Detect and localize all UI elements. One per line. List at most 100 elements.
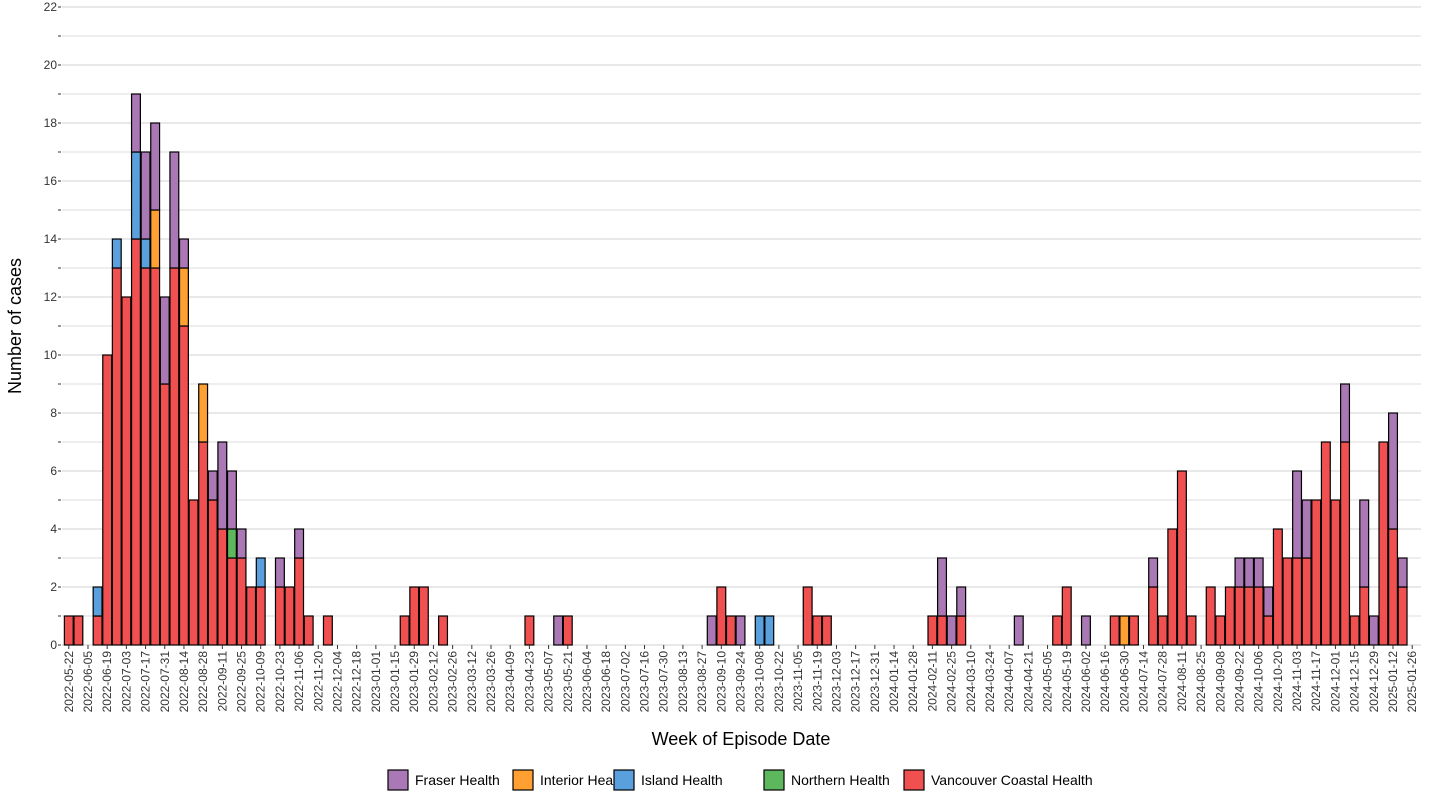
y-tick-label: 8 — [50, 406, 57, 420]
bar-segment-fraser-health — [178, 238, 189, 269]
bar-segment-fraser-health — [735, 615, 746, 646]
x-tick-label: 2023-07-16 — [638, 651, 652, 713]
bar-segment-vancouver-coastal-health — [207, 499, 218, 646]
x-tick-label: 2022-06-05 — [81, 651, 95, 713]
bar-segment-vancouver-coastal-health — [150, 267, 161, 646]
legend-label: Island Health — [641, 772, 723, 788]
bar-segment-vancouver-coastal-health — [1301, 557, 1312, 646]
x-tick-label: 2024-10-20 — [1271, 651, 1285, 713]
x-tick-label: 2023-06-04 — [580, 651, 594, 713]
y-tick-label: 10 — [44, 348, 58, 362]
bar-segment-vancouver-coastal-health — [812, 615, 823, 646]
x-tick-label: 2024-07-28 — [1156, 651, 1170, 713]
bar-segment-vancouver-coastal-health — [418, 586, 429, 646]
bar-segment-fraser-health — [159, 296, 170, 385]
x-tick-label: 2024-06-30 — [1117, 651, 1131, 713]
bar-segment-fraser-health — [1301, 499, 1312, 559]
x-tick-label: 2022-12-04 — [330, 651, 344, 713]
bar-segment-vancouver-coastal-health — [274, 586, 285, 646]
bar-segment-fraser-health — [1292, 470, 1303, 559]
bar-segment-fraser-health — [1013, 615, 1024, 646]
bar-segment-interior-health — [178, 267, 189, 327]
x-tick-label: 2023-11-19 — [810, 651, 824, 712]
x-tick-label: 2023-09-24 — [734, 651, 748, 713]
bar-segment-island-health — [754, 615, 765, 646]
bar-segment-vancouver-coastal-health — [284, 586, 295, 646]
x-tick-label: 2024-02-25 — [945, 651, 959, 713]
bar-segment-vancouver-coastal-health — [236, 557, 247, 646]
bar-segment-vancouver-coastal-health — [102, 354, 113, 646]
bar-segment-vancouver-coastal-health — [1311, 499, 1322, 646]
bar-segment-island-health — [130, 151, 141, 240]
x-tick-label: 2022-06-19 — [100, 651, 114, 713]
bar-segment-vancouver-coastal-health — [1387, 528, 1399, 646]
x-tick-label: 2024-03-10 — [964, 651, 978, 713]
x-tick-label: 2025-01-26 — [1405, 651, 1419, 713]
x-tick-label: 2024-05-19 — [1060, 651, 1074, 713]
legend-label: Northern Health — [791, 772, 890, 788]
bar-segment-fraser-health — [1244, 557, 1255, 588]
bar-segment-interior-health — [150, 209, 161, 269]
x-tick-label: 2023-02-26 — [446, 651, 460, 713]
bar-segment-island-health — [92, 586, 103, 617]
bar-segment-vancouver-coastal-health — [294, 557, 305, 646]
legend-item-vancouver-coastal-health: Vancouver Coastal Health — [903, 769, 1093, 791]
bar-segment-vancouver-coastal-health — [303, 615, 314, 646]
bar-segment-island-health — [255, 557, 266, 588]
legend-swatch — [512, 769, 534, 791]
x-tick-label: 2025-01-12 — [1386, 651, 1400, 713]
x-tick-label: 2022-07-31 — [158, 651, 172, 713]
bar-segment-fraser-health — [130, 93, 141, 153]
bar-segment-vancouver-coastal-health — [1176, 470, 1187, 646]
bar-segment-vancouver-coastal-health — [188, 499, 199, 646]
bar-segment-fraser-health — [1359, 499, 1370, 588]
bar-segment-vancouver-coastal-health — [1128, 615, 1139, 646]
bar-segment-vancouver-coastal-health — [1234, 586, 1245, 646]
bar-segment-interior-health — [1119, 615, 1130, 646]
bar-segment-vancouver-coastal-health — [1330, 499, 1341, 646]
x-tick-label: 2023-07-30 — [657, 651, 671, 713]
bar-segment-northern-health — [226, 528, 237, 559]
bar-segment-vancouver-coastal-health — [92, 615, 103, 646]
bar-segment-fraser-health — [1234, 557, 1245, 588]
x-tick-label: 2022-08-28 — [196, 651, 210, 713]
bar-segment-vancouver-coastal-health — [927, 615, 938, 646]
x-tick-label: 2023-04-09 — [503, 651, 517, 713]
y-axis: 0 2 4 6 8 10 12 14 16 18 20 22 — [44, 0, 61, 652]
bar-segment-fraser-health — [1263, 586, 1274, 617]
bar-segment-vancouver-coastal-health — [1320, 441, 1331, 646]
bar-segment-vancouver-coastal-health — [226, 557, 237, 646]
bar-segment-vancouver-coastal-health — [63, 615, 74, 646]
x-axis: 2022-05-22 2022-06-05 2022-06-19 2022-07-03… — [62, 645, 1419, 712]
legend-swatch — [763, 769, 785, 791]
bar-segment-vancouver-coastal-health — [409, 586, 420, 646]
y-tick-label: 2 — [50, 580, 57, 594]
x-tick-label: 2023-01-15 — [388, 651, 402, 713]
bar-segment-fraser-health — [226, 470, 237, 530]
bar-segment-vancouver-coastal-health — [1378, 441, 1389, 646]
y-tick-label: 6 — [50, 464, 57, 478]
x-axis-title: Week of Episode Date — [652, 729, 831, 749]
x-tick-label: 2023-09-10 — [714, 651, 728, 713]
bar-segment-vancouver-coastal-health — [322, 615, 333, 646]
bar-segment-vancouver-coastal-health — [140, 267, 151, 646]
bar-segment-fraser-health — [706, 615, 717, 646]
x-tick-label: 2024-01-14 — [887, 651, 901, 713]
x-tick-label: 2024-09-22 — [1232, 651, 1246, 713]
x-tick-label: 2023-05-21 — [561, 651, 575, 713]
bar-segment-vancouver-coastal-health — [1215, 615, 1226, 646]
bar-segment-vancouver-coastal-health — [524, 615, 535, 646]
bar-segment-fraser-health — [1340, 383, 1351, 443]
bar-segment-vancouver-coastal-health — [438, 615, 449, 646]
bar-segment-vancouver-coastal-health — [1263, 615, 1274, 646]
bars — [63, 93, 1408, 646]
bar-segment-vancouver-coastal-health — [1340, 441, 1351, 646]
x-tick-label: 2022-07-03 — [119, 651, 133, 713]
x-tick-label: 2022-05-22 — [62, 651, 76, 713]
y-tick-label: 14 — [44, 232, 58, 246]
legend-item-interior-health: Interior Health — [512, 769, 628, 791]
x-tick-label: 2024-09-08 — [1213, 651, 1227, 713]
bar-segment-vancouver-coastal-health — [1205, 586, 1216, 646]
